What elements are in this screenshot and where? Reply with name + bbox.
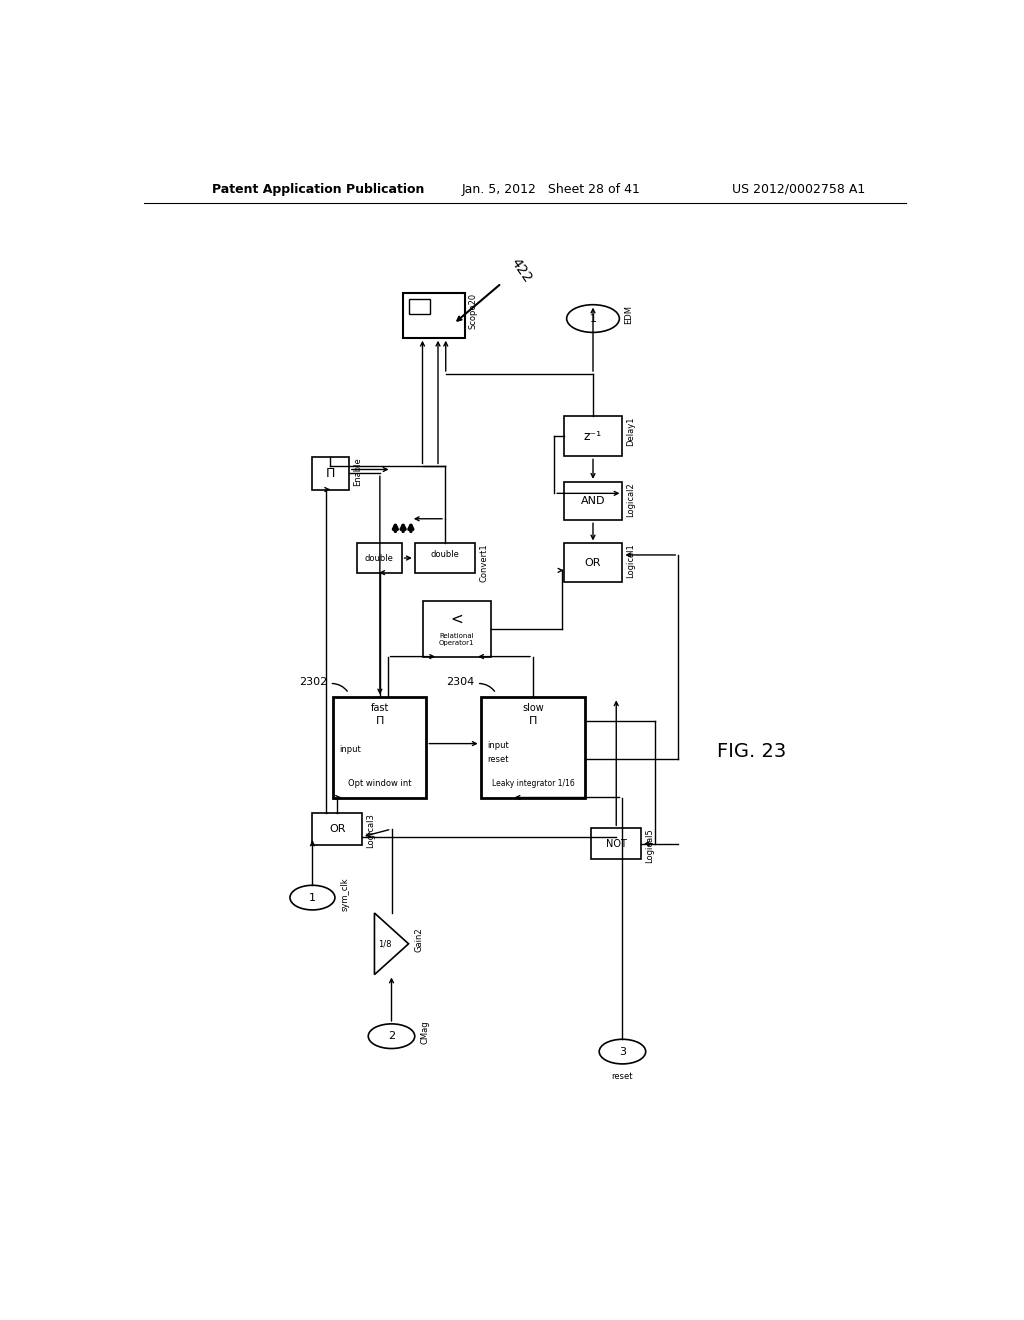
Text: Opt window int: Opt window int [348, 779, 412, 788]
Text: Patent Application Publication: Patent Application Publication [212, 182, 424, 195]
Text: Relational
Operator1: Relational Operator1 [439, 634, 474, 647]
Text: slow: slow [522, 704, 544, 713]
Ellipse shape [599, 1039, 646, 1064]
Text: CMag: CMag [420, 1020, 429, 1044]
Text: <: < [451, 612, 463, 627]
Text: 2304: 2304 [446, 677, 474, 686]
Text: FIG. 23: FIG. 23 [717, 742, 786, 760]
Text: 2: 2 [388, 1031, 395, 1041]
Text: reset: reset [611, 1072, 633, 1081]
Bar [563, 482, 623, 520]
Bar [563, 544, 623, 582]
Text: Scope20: Scope20 [469, 293, 478, 329]
Text: 422: 422 [508, 255, 535, 285]
Text: 2302: 2302 [299, 677, 328, 686]
Bar [480, 697, 586, 797]
Text: OR: OR [329, 824, 345, 834]
Text: EDM: EDM [624, 305, 633, 325]
Text: Logical2: Logical2 [627, 482, 635, 516]
Ellipse shape [290, 886, 335, 909]
Text: fast: fast [371, 704, 389, 713]
Text: 1: 1 [590, 314, 597, 323]
Text: 3: 3 [618, 1047, 626, 1056]
Bar [311, 457, 349, 490]
Text: double: double [430, 549, 460, 558]
Bar [415, 544, 475, 573]
Text: Π: Π [326, 467, 335, 480]
Text: OR: OR [585, 557, 601, 568]
Text: Logical5: Logical5 [645, 829, 654, 863]
Bar [409, 298, 430, 314]
Text: Enable: Enable [352, 457, 361, 486]
Text: input: input [486, 741, 509, 750]
Text: NOT: NOT [606, 838, 627, 849]
Text: sym_clk: sym_clk [340, 876, 349, 911]
Text: Delay1: Delay1 [627, 416, 635, 446]
Ellipse shape [566, 305, 620, 333]
Text: Gain2: Gain2 [415, 928, 424, 952]
Text: reset: reset [486, 755, 508, 763]
Text: z⁻¹: z⁻¹ [584, 430, 602, 444]
Bar [403, 293, 465, 338]
Bar [334, 697, 426, 797]
Text: Jan. 5, 2012   Sheet 28 of 41: Jan. 5, 2012 Sheet 28 of 41 [461, 182, 640, 195]
Bar [592, 829, 641, 859]
Bar [563, 416, 623, 457]
Polygon shape [375, 913, 409, 974]
Text: Leaky integrator 1/16: Leaky integrator 1/16 [492, 779, 574, 788]
Text: 1: 1 [309, 892, 316, 903]
Text: Logical3: Logical3 [366, 813, 375, 847]
Text: Logical1: Logical1 [627, 544, 635, 578]
Text: 1/8: 1/8 [379, 940, 392, 948]
Text: Convert1: Convert1 [479, 544, 488, 582]
Bar [356, 544, 401, 573]
Text: Π: Π [376, 715, 384, 726]
Bar [312, 813, 362, 845]
Text: AND: AND [581, 496, 605, 506]
Text: Π: Π [528, 715, 538, 726]
Text: double: double [365, 553, 393, 562]
Ellipse shape [369, 1024, 415, 1048]
Text: input: input [340, 746, 361, 754]
Text: US 2012/0002758 A1: US 2012/0002758 A1 [732, 182, 865, 195]
Bar [423, 601, 490, 656]
